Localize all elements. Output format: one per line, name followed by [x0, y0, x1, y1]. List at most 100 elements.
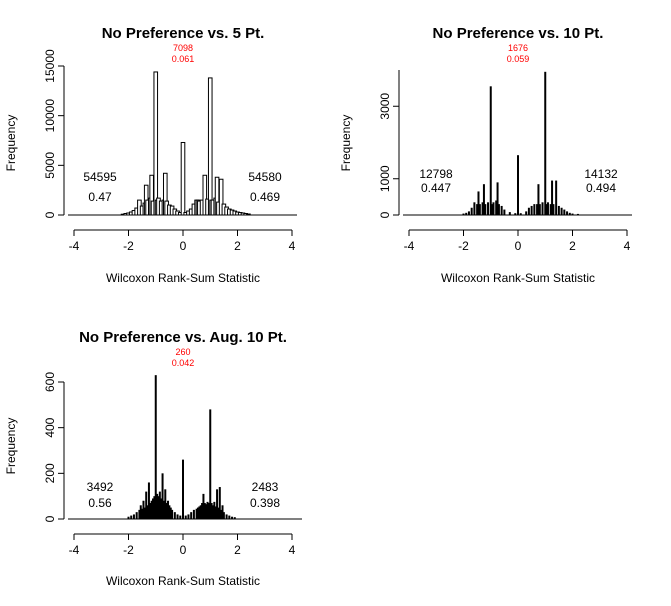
histogram-bar	[517, 155, 519, 215]
x-axis: -4 -2 0 2 4	[69, 229, 296, 253]
center-proportion-annotation: 0.061	[172, 54, 195, 64]
histogram-bar	[169, 507, 172, 519]
left-proportion-annotation: 0.447	[421, 181, 451, 195]
histogram-bar	[473, 202, 476, 215]
x-tick-label: 2	[569, 239, 576, 253]
histogram-bar	[127, 516, 130, 519]
x-tick-label: 2	[234, 239, 241, 253]
panel-no-preference-vs-5pt: No Preference vs. 5 Pt. 7098 0.061 Frequ…	[4, 25, 297, 285]
histogram-bar	[180, 141, 186, 216]
y-tick-label: 400	[43, 417, 57, 437]
histogram-bar	[508, 212, 511, 215]
histogram-bar	[231, 516, 234, 519]
histogram-bar	[491, 204, 494, 215]
y-axis-label: Frequency	[4, 418, 18, 475]
y-axis: 0 1000 3000	[378, 70, 400, 218]
x-axis-label: Wilcoxon Rank-Sum Statistic	[106, 271, 260, 285]
histogram-bar	[150, 500, 153, 519]
histogram-bar	[484, 204, 487, 215]
histogram-bar	[496, 182, 499, 215]
histogram-bar	[478, 204, 481, 215]
histogram-bar	[563, 209, 566, 215]
histogram-bar	[220, 509, 223, 519]
histogram-bar	[187, 514, 190, 519]
histogram-bar	[161, 473, 164, 519]
histogram-bar	[202, 493, 205, 519]
x-tick-label: 2	[234, 543, 241, 557]
x-tick-label: 4	[624, 239, 631, 253]
right-count-annotation: 14132	[584, 167, 618, 181]
histogram-bar	[527, 207, 530, 215]
histogram-bar	[207, 77, 213, 216]
histogram-bar	[481, 202, 484, 215]
x-tick-label: 0	[180, 543, 187, 557]
panel-no-preference-vs-10pt: No Preference vs. 10 Pt. 1676 0.059 Freq…	[339, 25, 632, 285]
histogram-bar	[157, 496, 160, 519]
histogram-bar	[246, 213, 251, 216]
histogram-bar	[225, 514, 228, 519]
histogram-bar	[162, 500, 165, 519]
left-count-annotation: 3492	[87, 480, 114, 494]
histogram-bar	[467, 211, 470, 215]
x-tick-label: 0	[180, 239, 187, 253]
y-tick-label: 10000	[43, 99, 57, 133]
histogram-bar	[164, 489, 167, 519]
histogram-bar	[530, 205, 533, 215]
x-tick-label: 4	[289, 543, 296, 557]
histogram-bar	[545, 204, 548, 215]
histogram-bar	[576, 213, 579, 215]
histogram-bar	[165, 503, 168, 519]
histogram-bar	[211, 505, 214, 519]
y-tick-label: 0	[43, 515, 57, 522]
bars	[120, 71, 251, 216]
histogram-bar	[192, 509, 195, 519]
chart-title: No Preference vs. Aug. 10 Pt.	[79, 329, 287, 346]
right-count-annotation: 2483	[252, 480, 279, 494]
center-proportion-annotation: 0.059	[507, 54, 530, 64]
center-proportion-annotation: 0.042	[172, 358, 195, 368]
center-count-annotation: 7098	[173, 43, 193, 53]
histogram-bar	[560, 207, 563, 215]
histogram-bar	[167, 500, 170, 519]
histogram-bar	[182, 459, 184, 519]
histogram-bar	[555, 180, 558, 215]
x-tick-label: -2	[458, 239, 469, 253]
histogram-bar	[173, 512, 176, 519]
histogram-bar	[195, 508, 198, 519]
left-count-annotation: 54595	[83, 170, 117, 184]
histogram-bar	[495, 200, 498, 215]
y-tick-label: 600	[43, 372, 57, 392]
center-count-annotation: 1676	[508, 43, 528, 53]
histogram-bar	[217, 507, 220, 519]
histogram-bar	[209, 409, 212, 519]
x-axis-label: Wilcoxon Rank-Sum Statistic	[441, 271, 595, 285]
histogram-bar	[503, 209, 506, 215]
right-count-annotation: 54580	[248, 170, 282, 184]
histogram-bar	[525, 211, 528, 215]
histogram-bar	[477, 191, 480, 215]
histogram-bar	[206, 501, 209, 519]
histogram-bar	[139, 505, 142, 519]
y-axis-label: Frequency	[339, 115, 353, 172]
histogram-bar	[541, 202, 544, 215]
histogram-bar	[179, 515, 182, 519]
histogram-bar	[158, 491, 161, 519]
histogram-bar	[549, 204, 552, 215]
histogram-bar	[489, 86, 492, 215]
y-tick-label: 5000	[43, 152, 57, 179]
right-proportion-annotation: 0.469	[250, 190, 280, 204]
histogram-bar	[130, 515, 133, 519]
histogram-bar	[222, 512, 225, 519]
histogram-bar	[470, 207, 473, 215]
histogram-bar	[228, 515, 231, 519]
histogram-bar	[198, 506, 201, 519]
histogram-bar	[196, 507, 199, 519]
histogram-bar	[544, 71, 547, 215]
histogram-bar	[190, 512, 193, 519]
histogram-bar	[537, 184, 540, 215]
y-axis: 0 200 400 600	[43, 372, 65, 522]
histogram-bar	[149, 503, 152, 519]
x-tick-label: -2	[123, 239, 134, 253]
histogram-bar	[500, 205, 503, 215]
histogram-bar	[551, 180, 554, 215]
